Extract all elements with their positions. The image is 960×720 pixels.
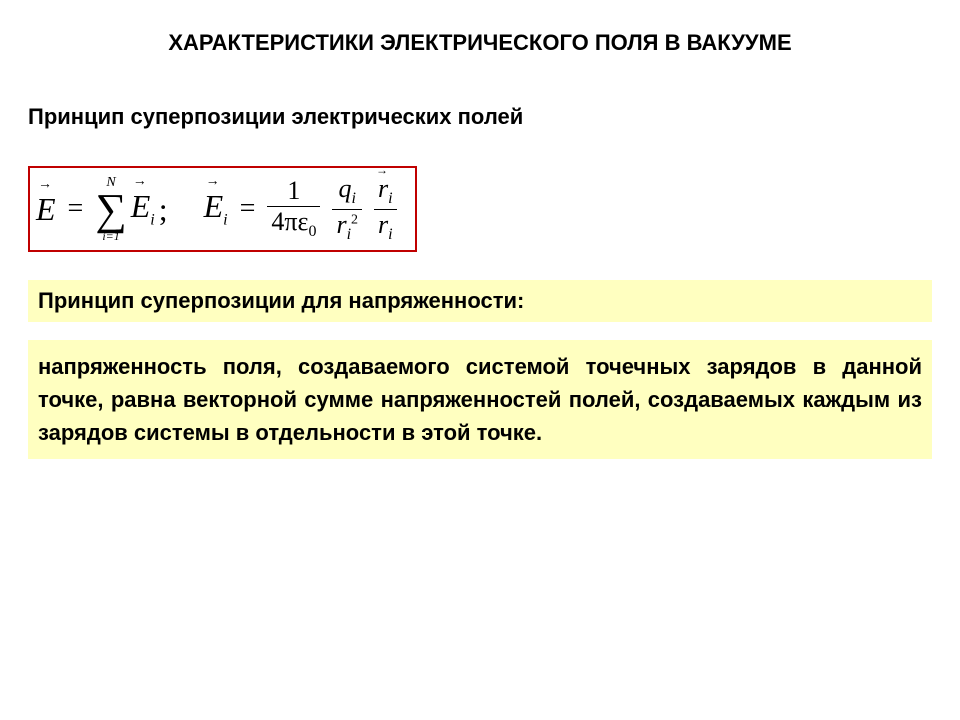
var-E: E bbox=[36, 191, 56, 228]
formula-sum: E = N ∑ i=1 Ei ; bbox=[36, 176, 168, 242]
formula-box: E = N ∑ i=1 Ei ; Ei = 1 4πε0 qi ri2 →ri … bbox=[28, 166, 417, 252]
equals-icon: = bbox=[60, 193, 92, 225]
equals-icon: = bbox=[232, 193, 264, 225]
summation-icon: N ∑ i=1 bbox=[95, 176, 126, 242]
var-Ei2: Ei bbox=[204, 188, 228, 229]
highlight-heading: Принцип суперпозиции для напряженности: bbox=[28, 280, 932, 322]
frac-const: 1 4πε0 bbox=[267, 176, 320, 241]
formula-ei-def: Ei = 1 4πε0 qi ri2 →ri ri bbox=[204, 174, 397, 244]
frac-q-over-r2: qi ri2 bbox=[332, 174, 362, 244]
definition-text: напряженность поля, создаваемого системо… bbox=[28, 340, 932, 459]
var-Ei: Ei bbox=[131, 188, 155, 229]
section-subtitle: Принцип суперпозиции электрических полей bbox=[28, 104, 932, 130]
page-title: ХАРАКТЕРИСТИКИ ЭЛЕКТРИЧЕСКОГО ПОЛЯ В ВАК… bbox=[28, 30, 932, 56]
semicolon: ; bbox=[159, 191, 168, 228]
frac-unit-vector: →ri ri bbox=[374, 174, 397, 244]
